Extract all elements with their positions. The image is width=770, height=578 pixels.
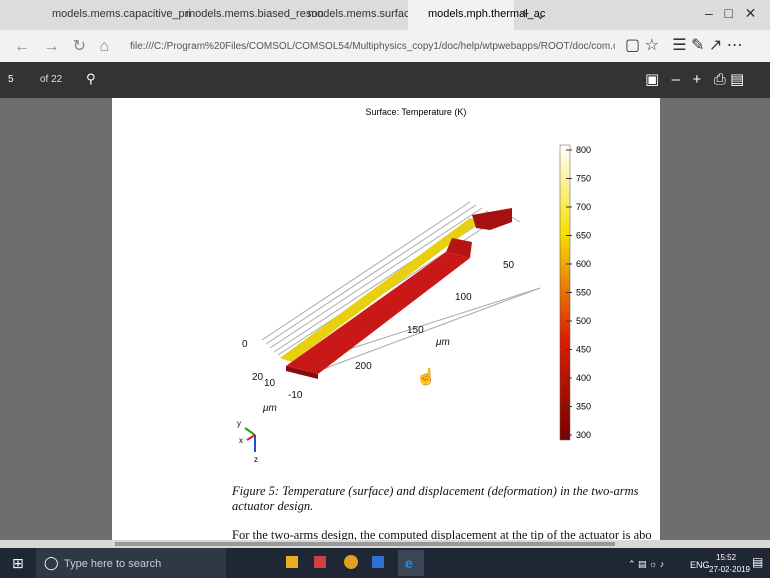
y-tick-label: 20 (252, 372, 264, 383)
time[interactable]: 15:52 (716, 553, 736, 562)
app-icon[interactable] (344, 555, 358, 569)
y-tick-label: 0 (242, 339, 248, 350)
screen: models.mems.capacitive_pri models.mems.b… (0, 0, 770, 578)
app-icon[interactable] (286, 556, 298, 568)
x-tick-label: 200 (355, 361, 372, 372)
x-tick-label: 50 (503, 260, 515, 271)
colorbar-label: 600 (576, 259, 591, 269)
colorbar-label: 450 (576, 345, 591, 355)
edge-icon: e (405, 555, 413, 571)
colorbar-label: 550 (576, 288, 591, 298)
language[interactable]: ENG (690, 560, 710, 570)
tray-icons[interactable]: ⌃ ▤ ☼ ♪ (628, 559, 664, 570)
colorbar-label: 800 (576, 145, 591, 155)
y-tick-label: -10 (288, 390, 303, 401)
colorbar-label: 300 (576, 430, 591, 440)
y-axis-unit: μm (262, 403, 277, 414)
cursor: ☝ (416, 367, 436, 386)
scroll-thumb[interactable] (115, 542, 615, 546)
triad-label: z (254, 455, 258, 464)
x-tick-label: 150 (407, 325, 424, 336)
colorbar-label: 500 (576, 316, 591, 326)
x-tick-label: 100 (455, 292, 472, 303)
triad: y x z (237, 419, 258, 464)
anchor (472, 208, 512, 230)
colorbar-label: 700 (576, 202, 591, 212)
app-icon[interactable] (314, 556, 326, 568)
colorbar-label: 400 (576, 373, 591, 383)
notifications[interactable]: ▤ (752, 555, 763, 569)
triad-label: y (237, 419, 241, 428)
triad-label: x (239, 436, 243, 445)
colorbar-label: 650 (576, 231, 591, 241)
search-icon: ◯ (44, 555, 59, 571)
start-button[interactable]: ⊞ (12, 555, 24, 572)
figure-title: Surface: Temperature (K) (366, 107, 467, 117)
app-icon[interactable] (372, 556, 384, 568)
date[interactable]: 27-02-2019 (709, 565, 750, 574)
caption: Figure 5: Temperature (surface) and disp… (232, 484, 652, 514)
y-tick-label: 10 (264, 378, 276, 389)
thin-arm (280, 218, 480, 362)
x-axis-unit: μm (435, 337, 450, 348)
body-text: For the two-arms design, the computed di… (232, 528, 652, 540)
colorbar-label: 750 (576, 174, 591, 184)
colorbar-label: 350 (576, 402, 591, 412)
search-placeholder[interactable]: Type here to search (64, 558, 161, 570)
